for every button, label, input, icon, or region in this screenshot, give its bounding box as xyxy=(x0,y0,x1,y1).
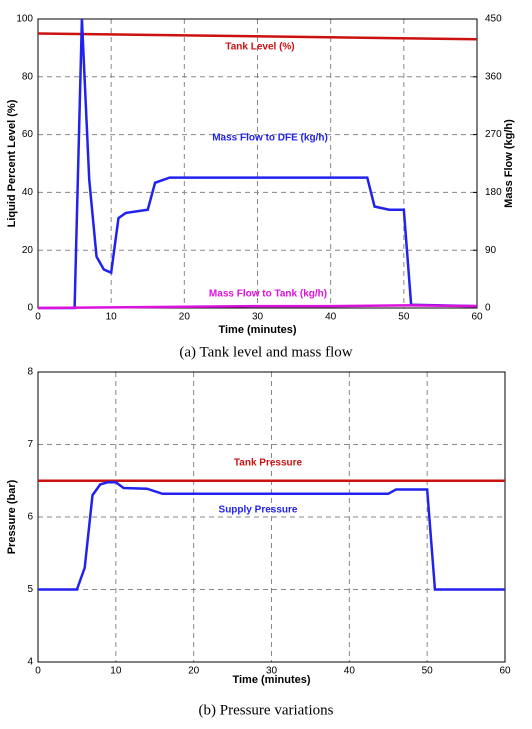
series-line xyxy=(38,18,478,310)
y-tick-label: 5 xyxy=(27,584,33,595)
x-axis-label: Time (minutes) xyxy=(232,674,310,686)
y-tick-label: 0 xyxy=(27,303,33,314)
x-tick-label: 30 xyxy=(266,666,278,677)
x-tick-label: 10 xyxy=(110,666,122,677)
y-tick-label: 40 xyxy=(22,187,34,198)
y2-axis-label: Mass Flow (kg/h) xyxy=(503,119,515,208)
x-tick-label: 50 xyxy=(398,312,410,323)
plot-frame xyxy=(37,371,506,663)
y-tick-label: 60 xyxy=(22,129,34,140)
x-tick-label: 60 xyxy=(499,666,511,677)
y-tick-label: 80 xyxy=(22,71,34,82)
x-tick-label: 40 xyxy=(325,312,337,323)
chart-caption: (a) Tank level and mass flow xyxy=(179,344,352,360)
y-tick-label: 7 xyxy=(27,439,33,450)
y-tick-label: 4 xyxy=(27,657,33,668)
y2-tick-label: 0 xyxy=(485,303,491,314)
y2-tick-label: 450 xyxy=(485,14,502,25)
y-tick-label: 100 xyxy=(16,14,33,25)
x-tick-label: 40 xyxy=(344,666,356,677)
series-label: Mass Flow to Tank (kg/h) xyxy=(209,289,327,300)
chart-caption: (b) Pressure variations xyxy=(199,702,334,718)
y-tick-label: 20 xyxy=(22,245,34,256)
series-line xyxy=(38,480,505,591)
x-axis-label: Time (minutes) xyxy=(218,324,296,336)
y2-tick-label: 270 xyxy=(485,129,502,140)
series-label: Tank Pressure xyxy=(234,458,303,469)
x-tick-label: 10 xyxy=(106,312,118,323)
x-tick-label: 20 xyxy=(188,666,200,677)
x-tick-label: 20 xyxy=(179,312,191,323)
series-line xyxy=(37,304,478,310)
y-tick-label: 6 xyxy=(27,512,33,523)
y-axis-label: Pressure (bar) xyxy=(6,479,18,554)
y-axis-label: Liquid Percent Level (%) xyxy=(6,99,18,227)
y2-tick-label: 90 xyxy=(485,245,497,256)
series-label: Mass Flow to DFE (kg/h) xyxy=(212,133,328,144)
series-label: Supply Pressure xyxy=(219,505,298,516)
y2-tick-label: 180 xyxy=(485,187,502,198)
x-tick-label: 60 xyxy=(471,312,483,323)
series-label: Tank Level (%) xyxy=(225,42,294,53)
x-tick-label: 0 xyxy=(35,312,41,323)
plot-frame xyxy=(37,18,478,309)
x-tick-label: 0 xyxy=(35,666,41,677)
x-tick-label: 30 xyxy=(252,312,264,323)
y2-tick-label: 360 xyxy=(485,71,502,82)
series-line xyxy=(37,32,478,41)
y-tick-label: 8 xyxy=(27,367,33,378)
x-tick-label: 50 xyxy=(422,666,434,677)
